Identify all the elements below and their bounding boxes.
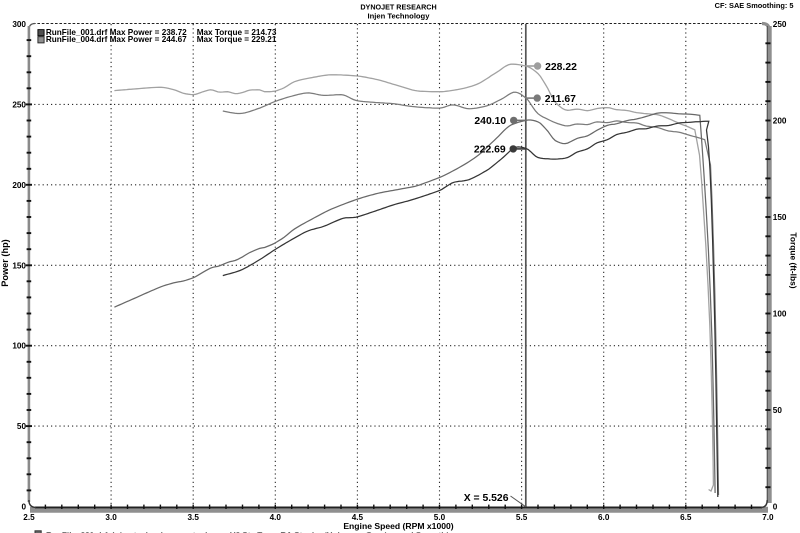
svg-text:5.0: 5.0 — [434, 513, 446, 522]
svg-text:w/Unknown Gearing and Smoothin: w/Unknown Gearing and Smoothing — [317, 531, 459, 533]
svg-text:V6 Stx Type_RA Stock: V6 Stx Type_RA Stock — [230, 531, 317, 533]
svg-text:3.0: 3.0 — [105, 513, 117, 522]
svg-text:50: 50 — [773, 406, 783, 415]
svg-text:0: 0 — [21, 503, 26, 512]
svg-text:Max Torque = 229.21: Max Torque = 229.21 — [197, 35, 277, 44]
svg-text:DYNOJET RESEARCH: DYNOJET RESEARCH — [360, 2, 436, 11]
svg-text:RunFile_004.drf Max Power = 24: RunFile_004.drf Max Power = 244.67 — [46, 35, 187, 44]
svg-text:RunFile_001.drf Max Power = 23: RunFile_001.drf Max Power = 238.72 — [46, 28, 187, 37]
svg-text:4.5: 4.5 — [352, 513, 364, 522]
svg-text:RunFile_001.drf: Injen technol: RunFile_001.drf: Injen technology v. sto… — [46, 531, 210, 533]
svg-text:7.0: 7.0 — [762, 513, 774, 522]
svg-text:6.5: 6.5 — [680, 513, 692, 522]
svg-text:2.5: 2.5 — [23, 513, 35, 522]
svg-text:Engine Speed (RPM x1000): Engine Speed (RPM x1000) — [343, 521, 453, 531]
svg-text:Injen Technology: Injen Technology — [368, 11, 431, 20]
svg-text:50: 50 — [17, 422, 27, 431]
svg-text:250: 250 — [12, 100, 26, 109]
svg-text:Torque (ft-lbs): Torque (ft-lbs) — [788, 232, 798, 288]
svg-text:200: 200 — [773, 117, 787, 126]
svg-text:250: 250 — [773, 20, 787, 29]
svg-text:150: 150 — [773, 213, 787, 222]
svg-text:100: 100 — [773, 310, 787, 319]
svg-text:6.0: 6.0 — [598, 513, 610, 522]
svg-text:3.5: 3.5 — [188, 513, 200, 522]
svg-text:CF: SAE Smoothing: 5: CF: SAE Smoothing: 5 — [715, 1, 794, 10]
svg-text:240.10: 240.10 — [474, 116, 506, 127]
svg-text:300: 300 — [12, 20, 26, 29]
svg-text:4.0: 4.0 — [270, 513, 282, 522]
svg-text:228.22: 228.22 — [545, 62, 577, 73]
svg-text:211.67: 211.67 — [545, 94, 576, 105]
svg-text:Max Torque = 214.73: Max Torque = 214.73 — [197, 28, 277, 37]
svg-text:150: 150 — [12, 261, 26, 270]
svg-text:5.5: 5.5 — [516, 513, 528, 522]
svg-text:Power (hp): Power (hp) — [0, 239, 10, 286]
svg-text:222.69: 222.69 — [474, 145, 506, 156]
svg-text:X = 5.526: X = 5.526 — [464, 493, 509, 504]
svg-text:100: 100 — [12, 342, 26, 351]
svg-text:200: 200 — [12, 181, 26, 190]
svg-text:0: 0 — [773, 503, 778, 512]
